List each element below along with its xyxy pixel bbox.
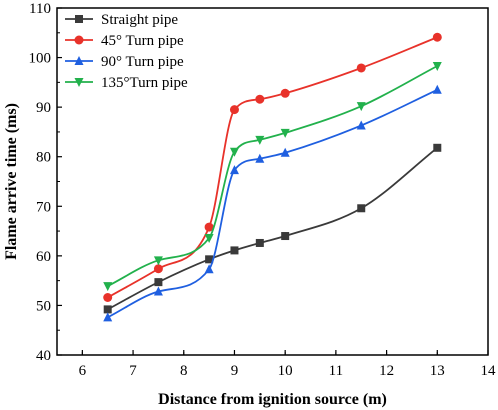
- data-point: [153, 264, 163, 274]
- x-tick-label: 6: [79, 363, 87, 379]
- data-point: [255, 94, 265, 104]
- legend-entry: 45° Turn pipe: [65, 33, 184, 49]
- data-point: [280, 128, 290, 138]
- data-point: [255, 135, 265, 145]
- data-point: [103, 292, 113, 302]
- series-2: [103, 32, 442, 302]
- y-tick-label: 80: [36, 150, 51, 166]
- data-point: [433, 143, 442, 152]
- y-tick-label: 50: [36, 298, 51, 314]
- data-point: [432, 84, 442, 94]
- data-point: [204, 222, 214, 232]
- data-point: [103, 282, 113, 292]
- data-point: [356, 102, 366, 112]
- legend-entry: 135°Turn pipe: [65, 75, 188, 91]
- data-point: [153, 256, 163, 266]
- y-tick-label: 100: [29, 51, 52, 67]
- legend-marker: [74, 56, 84, 65]
- legend: Straight pipe 45° Turn pipe 90° Turn pipe 1…: [65, 12, 188, 91]
- x-tick-label: 8: [180, 363, 188, 379]
- data-point: [229, 147, 239, 157]
- data-point: [154, 278, 163, 287]
- legend-entry: 90° Turn pipe: [65, 54, 184, 70]
- x-tick-label: 10: [278, 363, 293, 379]
- series-3: [103, 84, 442, 322]
- x-tick-label: 14: [481, 363, 497, 379]
- legend-label: 45° Turn pipe: [101, 33, 184, 49]
- legend-marker: [75, 15, 83, 23]
- legend-entry: Straight pipe: [65, 12, 178, 28]
- data-point: [280, 88, 290, 98]
- y-tick-label: 40: [36, 348, 51, 364]
- series-1: [103, 143, 442, 314]
- legend-marker: [74, 78, 84, 87]
- data-point: [281, 232, 290, 241]
- legend-label: 135°Turn pipe: [101, 75, 188, 91]
- y-axis-title: Flame arrive time (ms): [3, 103, 20, 260]
- x-tick-label: 11: [329, 363, 343, 379]
- series-layer: [103, 32, 442, 322]
- y-tick-label: 70: [36, 199, 51, 215]
- x-tick-label: 7: [129, 363, 137, 379]
- series-4: [103, 61, 442, 292]
- data-point: [229, 165, 239, 175]
- data-point: [255, 153, 265, 163]
- data-point: [204, 264, 214, 274]
- data-point: [103, 305, 112, 314]
- data-point: [357, 204, 366, 213]
- data-point: [205, 255, 214, 264]
- data-point: [103, 312, 113, 322]
- y-tick-label: 110: [29, 1, 51, 17]
- data-point: [230, 246, 239, 255]
- legend-label: 90° Turn pipe: [101, 54, 184, 70]
- legend-label: Straight pipe: [101, 12, 178, 28]
- data-point: [153, 286, 163, 296]
- data-point: [432, 61, 442, 71]
- x-axis-title: Distance from ignition source (m): [158, 391, 387, 408]
- series-line: [107, 65, 438, 287]
- y-tick-label: 90: [36, 100, 51, 116]
- data-point: [356, 63, 366, 73]
- y-tick-label: 60: [36, 249, 51, 265]
- axes-layer: 6 7 8 9 10 11 12 13 14 40 50 60 70 80 90 100 110: [29, 1, 497, 379]
- data-point: [356, 120, 366, 130]
- x-tick-label: 12: [379, 363, 394, 379]
- data-point: [204, 234, 214, 244]
- x-tick-label: 13: [430, 363, 445, 379]
- data-point: [280, 147, 290, 157]
- x-tick-label: 9: [231, 363, 239, 379]
- data-point: [229, 105, 239, 115]
- data-point: [255, 238, 264, 247]
- data-point: [432, 32, 442, 42]
- legend-marker: [74, 35, 84, 45]
